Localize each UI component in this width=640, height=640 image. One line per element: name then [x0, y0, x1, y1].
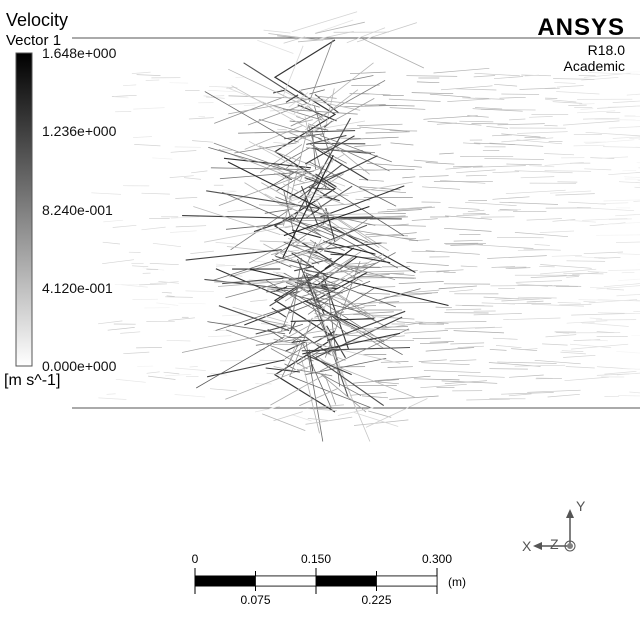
scalebar-tick-label: 0.300: [422, 552, 452, 566]
brand-name: ANSYS: [537, 14, 625, 42]
plot-title: Velocity: [6, 10, 68, 31]
colorbar-tick-label: 4.120e-001: [42, 280, 113, 296]
colorbar-tick-label: 0.000e+000: [42, 358, 116, 374]
triad-axis-label: Y: [576, 498, 585, 514]
scalebar-tick-label: 0.150: [301, 552, 331, 566]
brand-version: R18.0: [537, 42, 625, 58]
scalebar-unit: (m): [448, 575, 466, 589]
scalebar-tick-label: 0.075: [240, 593, 270, 607]
vector-field: [91, 12, 640, 442]
scalebar-tick-label: 0: [192, 552, 199, 566]
brand-edition: Academic: [537, 58, 625, 74]
colorbar-tick-label: 1.236e+000: [42, 123, 116, 139]
plot-svg: [0, 0, 640, 640]
scalebar-tick-label: 0.225: [361, 593, 391, 607]
triad-axis-label: X: [522, 538, 531, 554]
colorbar-tick-label: 8.240e-001: [42, 202, 113, 218]
colorbar-tick-label: 1.648e+000: [42, 45, 116, 61]
brand-block: ANSYS R18.0 Academic: [537, 14, 625, 74]
colorbar-unit: [m s^-1]: [4, 372, 60, 390]
triad-axis-label: Z: [550, 536, 559, 552]
